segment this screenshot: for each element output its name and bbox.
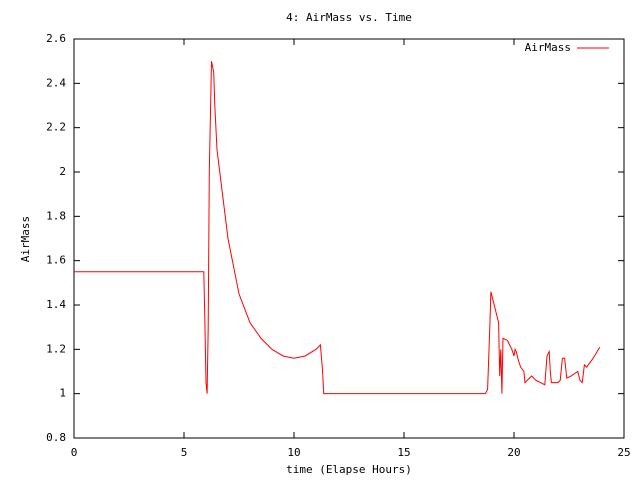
y-tick-label: 1.2 [46,342,66,355]
x-axis-label: time (Elapse Hours) [286,463,412,476]
data-line [74,61,601,395]
x-tick-label: 15 [397,446,410,459]
x-tick-label: 10 [287,446,300,459]
y-tick-label: 2.4 [46,76,66,89]
y-tick-label: 1.4 [46,298,66,311]
chart-title: 4: AirMass vs. Time [286,11,412,24]
x-tick-label: 5 [181,446,188,459]
plot-frame [73,38,625,439]
y-tick-label: 1.6 [46,254,66,267]
x-tick-label: 20 [507,446,520,459]
y-axis-label: AirMass [19,216,32,262]
y-tick-label: 1.8 [46,209,66,222]
x-tick-label: 25 [617,446,630,459]
y-tick-label: 2.6 [46,32,66,45]
legend-label: AirMass [525,41,571,54]
y-tick-label: 0.8 [46,431,66,444]
x-tick-label: 0 [71,446,78,459]
y-tick-label: 2 [59,165,66,178]
y-tick-label: 1 [59,387,66,400]
y-tick-label: 2.2 [46,121,66,134]
